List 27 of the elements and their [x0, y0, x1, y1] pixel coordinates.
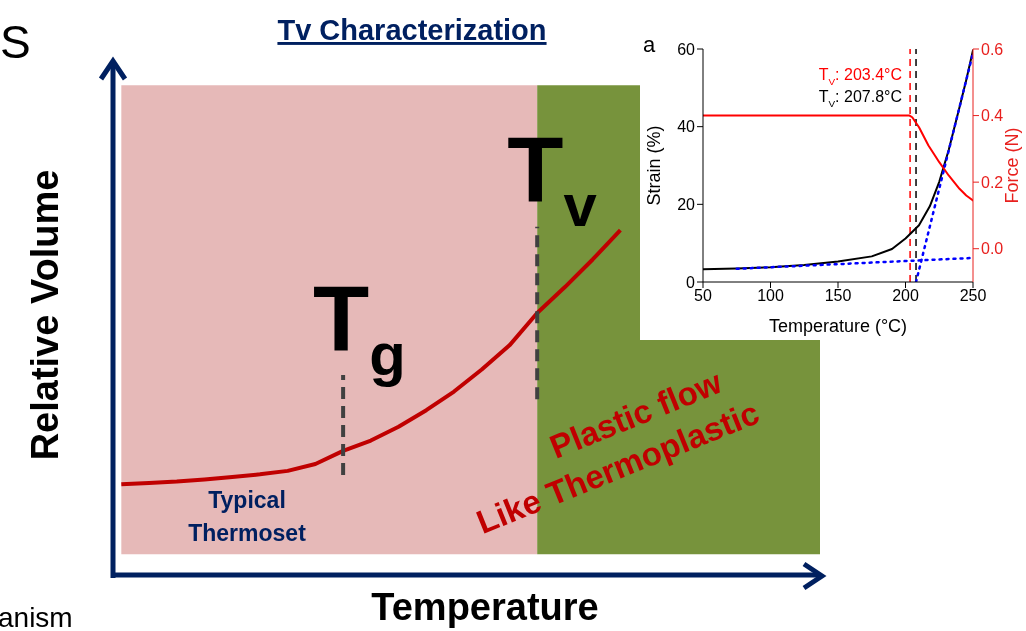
ref-line-label: T$_{V}$: 207.8°C	[818, 88, 902, 109]
ref-line-label: T$_{V}$: 203.4°C	[818, 66, 902, 87]
chart-title: Tv Characterization	[277, 14, 547, 46]
x-axis-title: Temperature (°C)	[768, 316, 908, 336]
y-axis-title: Strain (%)	[644, 125, 665, 206]
x-tick-label: 100	[757, 287, 784, 305]
y-axis-title: Relative Volume	[24, 169, 66, 461]
y2-axis-title: Force (N)	[1002, 127, 1023, 204]
y-tick-label: 40	[677, 118, 696, 136]
x-tick-label: 50	[694, 287, 712, 305]
text: anism	[0, 602, 73, 631]
x-tick-label: 200	[892, 287, 919, 305]
x-tick-label: 150	[824, 287, 852, 305]
annotation: T$_{g}$	[313, 267, 406, 388]
y2-tick-label: 0.2	[981, 173, 1004, 191]
text: S	[0, 16, 31, 68]
y2-tick-label: 0.0	[981, 240, 1004, 258]
y-tick-label: 0	[686, 273, 696, 291]
x-axis-title: Temperature	[371, 586, 599, 628]
annotation: T$_{v}$	[507, 119, 597, 240]
y-tick-label: 60	[677, 40, 696, 58]
y2-tick-label: 0.4	[981, 107, 1004, 125]
annotation: Typical Thermoset	[188, 487, 307, 546]
x-tick-label: 250	[959, 287, 987, 305]
y2-tick-label: 0.6	[981, 40, 1004, 58]
text: a	[643, 32, 656, 57]
y-tick-label: 20	[677, 196, 696, 214]
